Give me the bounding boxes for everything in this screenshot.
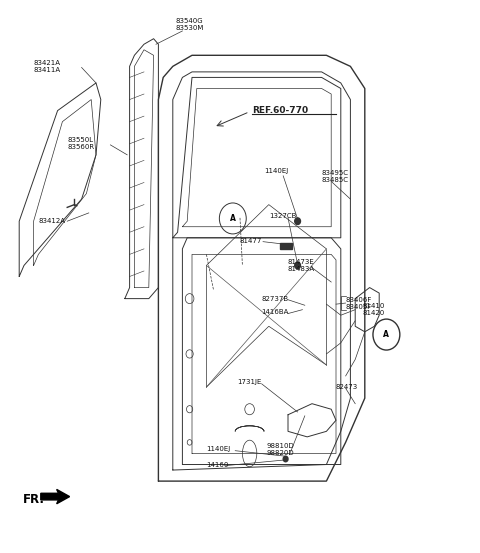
Text: REF.60-770: REF.60-770 <box>252 106 308 115</box>
Circle shape <box>283 456 288 462</box>
Text: 98810D
98820D: 98810D 98820D <box>266 442 294 456</box>
Text: FR.: FR. <box>23 493 45 507</box>
Text: 83550L
83560R: 83550L 83560R <box>67 137 95 150</box>
Text: 83495C
83485C: 83495C 83485C <box>322 170 348 184</box>
Text: 83412A: 83412A <box>38 218 65 224</box>
Text: 82737B: 82737B <box>262 296 289 301</box>
FancyBboxPatch shape <box>279 243 292 249</box>
Circle shape <box>295 262 300 269</box>
Text: 82473: 82473 <box>336 384 358 390</box>
Text: 83406F
83405F: 83406F 83405F <box>346 296 372 310</box>
Text: A: A <box>230 214 236 223</box>
Text: A: A <box>384 330 389 339</box>
Text: 14160: 14160 <box>206 462 229 467</box>
Text: 81410
81420: 81410 81420 <box>362 303 385 316</box>
Text: 81473E
81483A: 81473E 81483A <box>288 259 315 272</box>
Text: 1140EJ: 1140EJ <box>206 446 231 452</box>
Text: 1140EJ: 1140EJ <box>264 169 288 174</box>
Circle shape <box>373 319 400 350</box>
Text: 1416BA: 1416BA <box>262 310 289 315</box>
Circle shape <box>295 218 300 225</box>
Text: 1327CB: 1327CB <box>269 213 296 218</box>
Text: 81477: 81477 <box>240 238 263 243</box>
Text: 1731JE: 1731JE <box>238 379 262 384</box>
Text: 83421A
83411A: 83421A 83411A <box>34 60 61 73</box>
Text: 83540G
83530M: 83540G 83530M <box>175 18 204 32</box>
Polygon shape <box>41 489 70 504</box>
